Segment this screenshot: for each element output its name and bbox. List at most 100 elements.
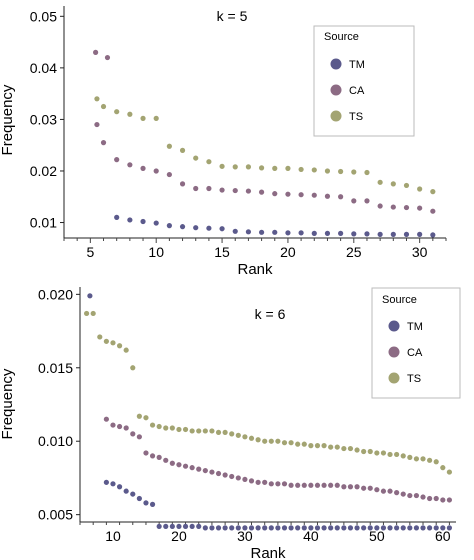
- data-point-ts: [361, 448, 367, 455]
- data-point-tm: [334, 525, 340, 531]
- data-point-tm: [262, 525, 268, 531]
- data-point-ca: [193, 185, 199, 192]
- data-point-tm: [232, 228, 238, 234]
- data-point-ts: [176, 426, 182, 433]
- data-point-ts: [298, 166, 304, 173]
- series-ca: [93, 49, 436, 214]
- data-point-tm: [235, 525, 241, 531]
- legend: Source TM CA TS: [371, 287, 461, 399]
- data-point-ts: [272, 165, 278, 171]
- data-point-ts: [413, 456, 420, 462]
- data-point-ts: [222, 429, 228, 436]
- data-point-ca: [222, 472, 228, 478]
- legend-marker-ts: [388, 372, 400, 384]
- x-tick-label: 50: [369, 528, 385, 544]
- data-point-tm: [377, 231, 383, 237]
- data-point-ts: [262, 438, 268, 444]
- data-point-tm: [374, 525, 380, 531]
- data-point-ts: [127, 111, 133, 117]
- data-point-tm: [314, 525, 321, 531]
- data-point-ca: [413, 492, 420, 499]
- data-point-ca: [446, 497, 453, 503]
- x-tick-label: 30: [412, 244, 428, 260]
- legend-box: [313, 25, 415, 137]
- data-point-ca: [407, 492, 413, 499]
- data-point-ca: [374, 487, 380, 493]
- data-point-ca: [94, 121, 100, 128]
- data-point-ca: [420, 494, 426, 500]
- data-point-tm: [242, 525, 248, 531]
- data-point-ca: [262, 479, 268, 485]
- data-point-ts: [314, 443, 321, 449]
- data-point-ca: [334, 482, 340, 488]
- data-point-ca: [272, 191, 278, 197]
- data-point-tm: [123, 488, 129, 494]
- data-point-tm: [446, 525, 453, 531]
- data-point-tm: [153, 220, 159, 226]
- data-point-tm: [136, 495, 142, 502]
- data-point-ts: [232, 164, 238, 170]
- data-point-tm: [367, 525, 373, 531]
- data-point-tm: [166, 223, 172, 229]
- data-point-tm: [417, 231, 423, 237]
- data-point-tm: [116, 484, 123, 490]
- data-point-ca: [394, 490, 400, 496]
- data-point-tm: [219, 226, 225, 232]
- data-point-ca: [285, 191, 291, 197]
- data-point-tm: [149, 501, 156, 507]
- y-tick-label: 0.05: [30, 8, 57, 24]
- data-point-tm: [268, 525, 274, 531]
- data-point-ca: [288, 482, 294, 488]
- data-point-ts: [123, 347, 129, 353]
- data-point-ts: [354, 447, 360, 453]
- data-point-ca: [258, 189, 265, 195]
- data-point-tm: [193, 225, 199, 231]
- data-point-tm: [413, 525, 420, 531]
- data-point-ts: [324, 168, 331, 174]
- data-point-tm: [179, 224, 186, 230]
- data-point-tm: [430, 232, 436, 238]
- data-point-ts: [351, 169, 357, 175]
- data-point-tm: [403, 231, 410, 237]
- legend-marker-ts: [330, 110, 342, 122]
- series-tm: [114, 214, 436, 238]
- data-point-ca: [110, 422, 116, 428]
- data-point-ts: [235, 432, 241, 438]
- k-annotation: k = 6: [255, 306, 286, 322]
- data-point-ts: [248, 435, 255, 441]
- data-point-tm: [364, 231, 370, 237]
- data-point-ca: [364, 198, 370, 204]
- data-point-ts: [433, 459, 439, 465]
- series-ts: [83, 310, 453, 475]
- data-point-tm: [427, 525, 433, 531]
- data-point-ts: [446, 469, 453, 475]
- data-point-ts: [189, 428, 195, 434]
- data-point-ca: [215, 470, 222, 477]
- data-point-ca: [417, 205, 423, 211]
- data-point-ts: [268, 438, 274, 444]
- data-point-ts: [100, 103, 107, 110]
- data-point-tm: [156, 523, 162, 530]
- x-tick-label: 25: [346, 244, 362, 260]
- data-point-ca: [93, 49, 99, 56]
- data-point-ts: [219, 163, 225, 169]
- data-point-tm: [258, 229, 265, 235]
- data-point-ts: [400, 453, 406, 459]
- data-point-tm: [189, 523, 195, 530]
- data-point-ca: [104, 54, 111, 61]
- data-point-ts: [430, 189, 436, 195]
- data-point-tm: [281, 525, 288, 531]
- legend-label-ca: CA: [349, 85, 365, 97]
- data-point-ts: [377, 179, 383, 185]
- data-point-ca: [189, 465, 195, 471]
- data-point-ts: [321, 443, 327, 449]
- data-point-tm: [387, 525, 393, 531]
- data-point-ts: [90, 310, 96, 317]
- data-point-tm: [196, 523, 202, 530]
- data-point-ts: [420, 456, 426, 462]
- data-point-tm: [229, 525, 235, 531]
- data-point-ts: [242, 434, 248, 440]
- data-point-tm: [400, 525, 406, 531]
- data-point-ts: [245, 164, 252, 170]
- data-point-ca: [321, 482, 327, 488]
